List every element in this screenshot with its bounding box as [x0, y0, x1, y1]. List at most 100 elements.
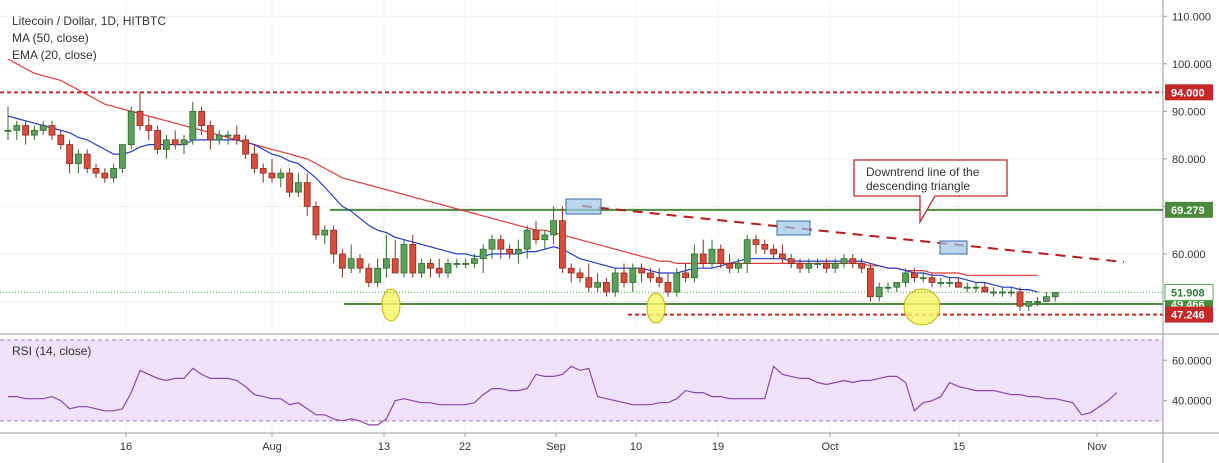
support-touch-marker-1 [381, 288, 401, 322]
candle [664, 272, 672, 297]
candle-body [682, 272, 689, 279]
candle-body [603, 282, 610, 293]
candle-body [286, 172, 294, 193]
candle-body [233, 134, 241, 141]
candle-body [550, 220, 557, 236]
candle [858, 258, 865, 273]
candle [497, 234, 505, 259]
candle [101, 168, 109, 183]
candle [567, 263, 575, 283]
candle [911, 268, 918, 283]
trendline-touch-box-1 [565, 198, 602, 215]
candle [206, 120, 214, 150]
candle [224, 130, 232, 145]
candle [990, 287, 997, 297]
candle-body [268, 172, 276, 179]
candle-body [955, 282, 962, 288]
candle [365, 263, 373, 288]
candle [189, 101, 197, 145]
candle [1051, 291, 1059, 302]
rsi-tick-label: 40.0000 [1172, 396, 1212, 408]
candle [57, 130, 65, 150]
candle [594, 272, 601, 292]
candle [119, 144, 126, 174]
candle [506, 244, 514, 259]
candle-body [154, 129, 162, 150]
candle-body [963, 286, 971, 289]
time-tick-label: 15 [953, 441, 965, 453]
candle [110, 163, 117, 183]
price-axis[interactable]: 110.000100.00090.00080.00070.00060.00050… [1163, 11, 1212, 308]
candle [585, 263, 593, 292]
candle [1016, 287, 1024, 311]
candle-body [699, 253, 707, 264]
candle [919, 272, 927, 283]
candle-body [189, 110, 197, 141]
candle [75, 149, 82, 174]
candle [620, 263, 628, 288]
candle [30, 125, 38, 140]
candle [83, 149, 91, 174]
candle-body [1034, 301, 1041, 303]
candle-body [294, 182, 302, 193]
callout-line-2: descending triangle [866, 179, 970, 193]
candle [673, 268, 681, 297]
candle-body [277, 172, 285, 179]
candle-body [83, 153, 91, 169]
candle [259, 163, 267, 183]
candle-body [30, 129, 38, 136]
candle-body [101, 172, 109, 179]
candle [735, 258, 742, 273]
candle [162, 135, 170, 159]
candle [796, 258, 804, 273]
candle [550, 206, 557, 245]
candle [999, 287, 1006, 297]
rsi-tick-label: 60.0000 [1172, 355, 1212, 367]
candle-body [823, 263, 830, 269]
candle-body [761, 244, 769, 250]
candle-body [638, 267, 645, 274]
candle-body [726, 263, 733, 269]
candle-body [242, 139, 250, 155]
candle-body [655, 277, 663, 283]
candle [559, 206, 566, 273]
level-badge-label: 94.000 [1171, 87, 1205, 99]
candle [955, 277, 962, 288]
level-badge [1165, 84, 1213, 101]
candle-body [66, 144, 73, 165]
candle-body [1025, 301, 1033, 307]
trendline-callout: Downtrend line of the descending triangl… [853, 159, 1008, 225]
support-touch-marker-2 [646, 292, 666, 324]
ema20-legend[interactable]: EMA (20, close) [12, 48, 97, 62]
candle [4, 106, 12, 140]
candle-body [462, 263, 470, 265]
rsi-legend[interactable]: RSI (14, close) [12, 344, 91, 358]
candle [1025, 301, 1033, 311]
candle [338, 249, 346, 278]
price-tick-label: 80.000 [1172, 154, 1206, 166]
ma50-legend[interactable]: MA (50, close) [12, 31, 89, 45]
last-price-badge [1164, 283, 1214, 301]
candle-body [673, 272, 681, 293]
candle-body [39, 125, 47, 131]
candle [831, 258, 839, 273]
candle-body [180, 139, 188, 146]
candle [779, 244, 786, 264]
candle [691, 244, 698, 283]
candle-body [57, 134, 65, 146]
candle-body [893, 282, 901, 288]
candle [426, 258, 434, 278]
candle [523, 225, 531, 259]
rsi-axis[interactable]: 60.0000 40.0000 [1163, 355, 1212, 408]
candle-body [875, 286, 883, 298]
candle-body [75, 153, 82, 165]
candle [479, 244, 487, 273]
time-axis[interactable]: 16 Aug 13 22 Sep 10 19 Oct 15 Nov [120, 433, 1107, 453]
candle [928, 272, 936, 288]
time-tick-label: 16 [120, 441, 132, 453]
candle [963, 282, 971, 292]
price-tick-label: 90.000 [1172, 106, 1206, 118]
candle [286, 168, 294, 197]
candle-body [488, 239, 496, 250]
